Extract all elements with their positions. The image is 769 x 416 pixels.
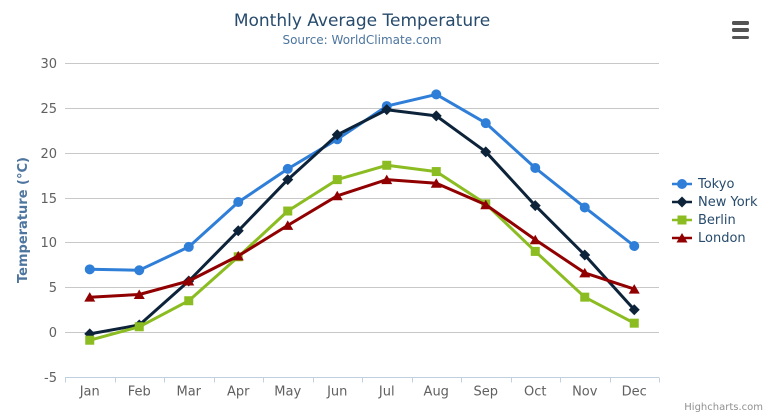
data-point-london-dec[interactable] <box>628 284 640 294</box>
data-point-berlin-feb[interactable] <box>134 322 144 332</box>
data-point-london-nov[interactable] <box>579 267 591 278</box>
x-axis-label: Oct <box>524 385 546 400</box>
data-point-berlin-jan[interactable] <box>85 335 95 345</box>
y-axis-label: 0 <box>49 326 57 341</box>
legend-symbol-marker <box>676 196 688 208</box>
data-point-berlin-may[interactable] <box>283 206 293 216</box>
data-point-tokyo-dec[interactable] <box>629 241 640 252</box>
data-point-new-york-nov[interactable] <box>579 249 591 261</box>
data-point-tokyo-jan[interactable] <box>84 264 95 275</box>
legend-symbol-marker <box>677 215 687 225</box>
data-point-tokyo-nov[interactable] <box>579 202 590 213</box>
data-point-london-aug[interactable] <box>430 178 442 188</box>
data-point-london-jun[interactable] <box>331 190 343 201</box>
data-point-london-oct[interactable] <box>529 234 541 245</box>
data-point-london-may[interactable] <box>282 220 294 230</box>
data-point-tokyo-apr[interactable] <box>233 197 244 208</box>
data-point-london-feb[interactable] <box>133 289 145 299</box>
legend-label: Berlin <box>698 212 736 228</box>
data-point-london-mar[interactable] <box>183 276 195 286</box>
x-axis-label: Apr <box>227 385 250 400</box>
data-point-berlin-dec[interactable] <box>629 318 639 328</box>
y-axis-label: 20 <box>40 147 57 162</box>
data-point-berlin-mar[interactable] <box>184 296 194 306</box>
x-axis-label: Sep <box>473 385 498 400</box>
legend-marker-square-icon <box>672 215 692 225</box>
data-point-berlin-jun[interactable] <box>332 175 342 185</box>
x-axis-label: Mar <box>176 385 201 400</box>
data-point-london-apr[interactable] <box>232 250 244 261</box>
y-axis-label: 15 <box>40 192 57 207</box>
data-point-new-york-aug[interactable] <box>430 110 442 122</box>
data-point-new-york-jul[interactable] <box>381 104 393 116</box>
legend-symbol-marker <box>676 233 688 243</box>
credits-link[interactable]: Highcharts.com <box>684 402 763 413</box>
data-point-tokyo-feb[interactable] <box>134 265 145 276</box>
legend-symbol-marker <box>677 179 687 189</box>
data-point-new-york-dec[interactable] <box>628 304 640 316</box>
legend-marker-circle-icon <box>672 179 692 189</box>
legend-marker-diamond-icon <box>672 196 692 208</box>
y-axis-label: -5 <box>44 371 57 386</box>
data-point-berlin-jul[interactable] <box>382 160 392 170</box>
data-point-new-york-oct[interactable] <box>529 200 541 212</box>
x-axis-label: Nov <box>572 385 598 400</box>
legend-label: Tokyo <box>698 176 735 192</box>
data-point-tokyo-aug[interactable] <box>431 89 442 100</box>
export-menu-button[interactable] <box>732 21 750 39</box>
x-axis-label: Feb <box>128 385 151 400</box>
x-axis-label: May <box>274 385 301 400</box>
data-point-london-sep[interactable] <box>480 199 492 210</box>
chart-subtitle: Source: WorldClimate.com <box>282 33 442 47</box>
data-point-tokyo-may[interactable] <box>282 163 293 174</box>
data-point-london-jan[interactable] <box>84 292 96 302</box>
x-axis-label: Jun <box>326 385 347 400</box>
y-axis-label: 30 <box>40 57 57 72</box>
data-point-tokyo-mar[interactable] <box>183 241 194 252</box>
legend-item-london[interactable]: London <box>671 230 758 246</box>
y-axis-label: 10 <box>40 236 57 251</box>
data-point-new-york-apr[interactable] <box>232 225 244 237</box>
legend-label: London <box>698 230 746 246</box>
data-point-tokyo-sep[interactable] <box>480 118 491 129</box>
x-axis-label: Dec <box>622 385 647 400</box>
y-axis-title: Temperature (°C) <box>16 157 31 283</box>
data-point-new-york-jun[interactable] <box>331 129 343 141</box>
data-point-berlin-oct[interactable] <box>530 246 540 256</box>
series-line-berlin[interactable] <box>88 163 636 342</box>
x-axis-label: Aug <box>424 385 449 400</box>
series-line-london[interactable] <box>88 178 636 299</box>
data-point-new-york-sep[interactable] <box>480 146 492 158</box>
legend: Tokyo New York Berlin London <box>671 176 758 246</box>
legend-item-new-york[interactable]: New York <box>671 194 758 210</box>
data-point-new-york-may[interactable] <box>282 174 294 186</box>
legend-label: New York <box>698 194 758 210</box>
legend-item-tokyo[interactable]: Tokyo <box>671 176 758 192</box>
chart-title: Monthly Average Temperature <box>233 11 491 31</box>
data-point-berlin-nov[interactable] <box>580 292 590 302</box>
legend-marker-triangle-icon <box>672 233 692 243</box>
legend-item-berlin[interactable]: Berlin <box>671 212 758 228</box>
x-axis-label: Jan <box>79 385 100 400</box>
x-axis-label: Jul <box>378 385 395 400</box>
series-line-new-york[interactable] <box>88 108 636 336</box>
data-point-tokyo-oct[interactable] <box>530 162 541 173</box>
data-point-berlin-aug[interactable] <box>431 167 441 177</box>
data-point-london-jul[interactable] <box>381 174 393 185</box>
y-axis-label: 25 <box>40 102 57 117</box>
y-axis-label: 5 <box>49 281 57 296</box>
